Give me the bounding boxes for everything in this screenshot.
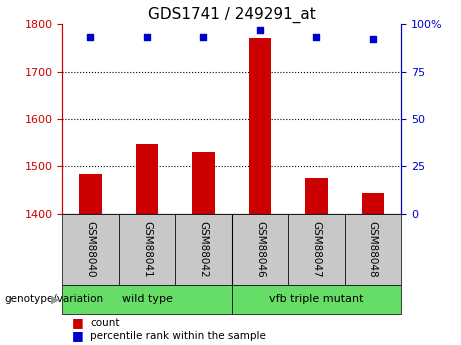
Text: GSM88042: GSM88042 <box>198 221 208 278</box>
Bar <box>248 38 271 214</box>
Text: count: count <box>90 318 119 327</box>
Point <box>143 34 151 40</box>
Point <box>369 37 377 42</box>
Text: ■: ■ <box>71 316 83 329</box>
Bar <box>136 144 158 214</box>
Point <box>200 34 207 40</box>
Text: GSM88046: GSM88046 <box>255 221 265 278</box>
Text: ■: ■ <box>71 329 83 342</box>
Bar <box>305 178 328 214</box>
Text: GSM88040: GSM88040 <box>85 221 95 277</box>
Bar <box>231 214 288 285</box>
Text: GSM88048: GSM88048 <box>368 221 378 278</box>
Bar <box>361 193 384 214</box>
Bar <box>344 214 401 285</box>
Bar <box>175 214 231 285</box>
Text: wild type: wild type <box>122 294 172 304</box>
Bar <box>62 285 231 314</box>
Title: GDS1741 / 249291_at: GDS1741 / 249291_at <box>148 7 315 23</box>
Text: vfb triple mutant: vfb triple mutant <box>269 294 364 304</box>
Text: ▶: ▶ <box>51 294 59 304</box>
Bar <box>118 214 175 285</box>
Bar <box>288 214 344 285</box>
Bar <box>192 152 215 214</box>
Bar <box>79 174 102 214</box>
Text: genotype/variation: genotype/variation <box>5 294 104 304</box>
Point <box>313 34 320 40</box>
Bar <box>62 214 118 285</box>
Text: percentile rank within the sample: percentile rank within the sample <box>90 331 266 341</box>
Bar <box>231 285 401 314</box>
Point <box>256 27 264 32</box>
Point <box>87 34 94 40</box>
Text: GSM88041: GSM88041 <box>142 221 152 278</box>
Text: GSM88047: GSM88047 <box>311 221 321 278</box>
